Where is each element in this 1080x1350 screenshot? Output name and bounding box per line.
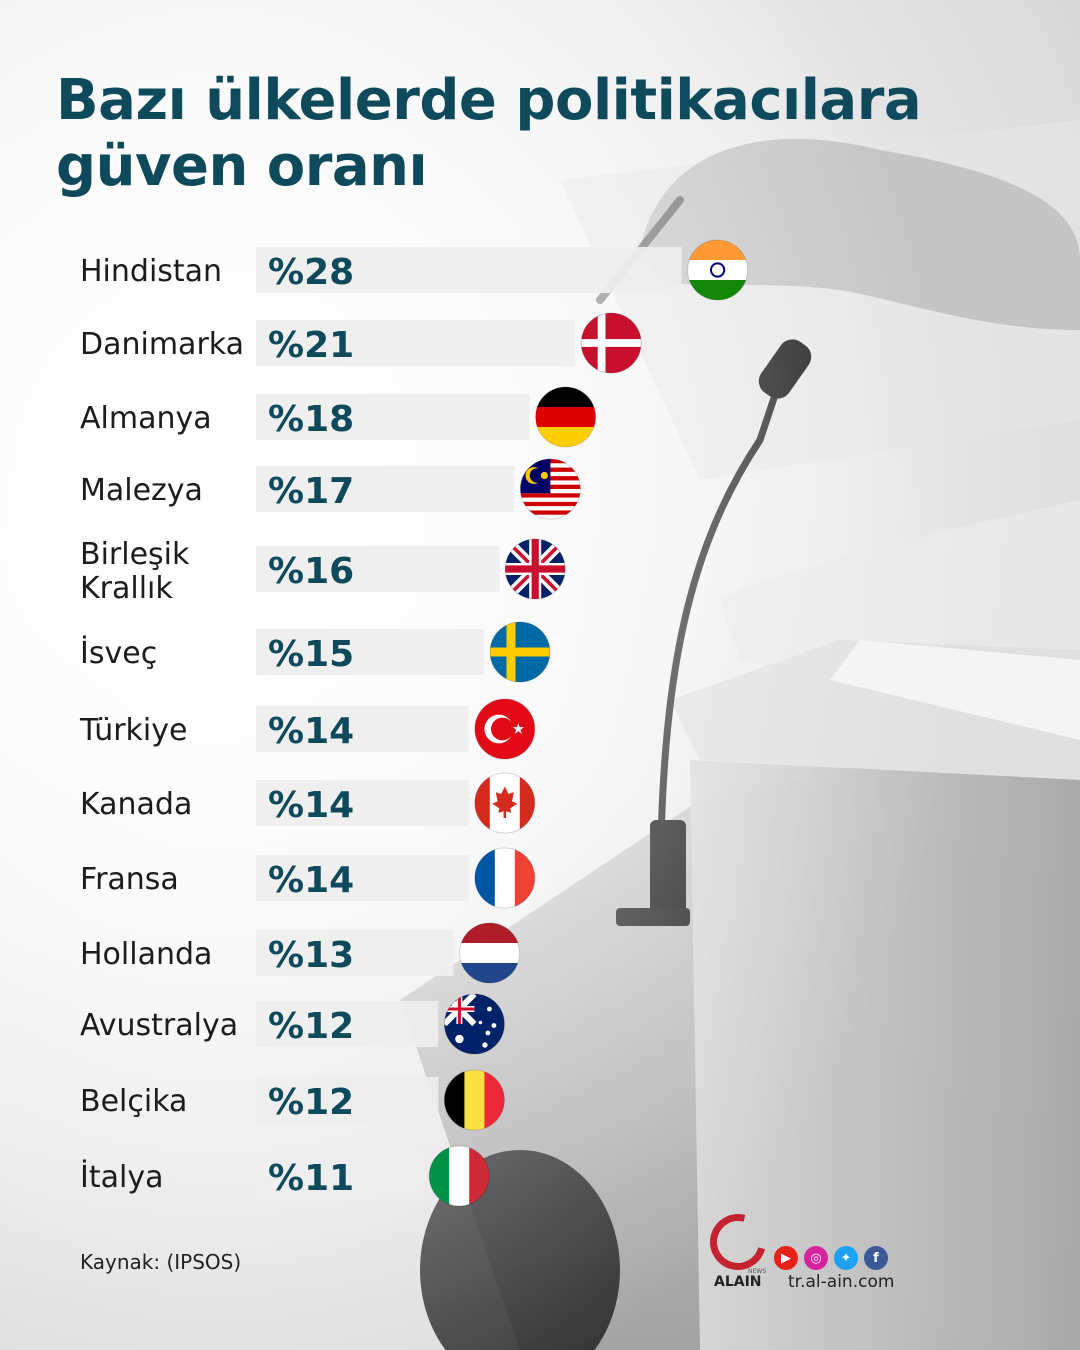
instagram-icon[interactable]: ◎: [804, 1246, 828, 1270]
turkey-flag: [474, 699, 535, 759]
italy-flag: [429, 1146, 490, 1206]
country-label: Hollanda: [80, 937, 212, 972]
value-label: %16: [268, 551, 354, 592]
india-flag: [687, 240, 748, 300]
country-label: Hindistan: [80, 254, 222, 289]
bar-5: [256, 629, 484, 675]
brand-block: NEWS ALAIN ▶ ◎ ✦ f tr.al-ain.com: [699, 1203, 898, 1302]
value-label: %14: [268, 711, 354, 752]
twitter-icon[interactable]: ✦: [834, 1246, 858, 1270]
title-line-1: Bazı ülkelerde politikacılara: [56, 68, 922, 133]
bar-11: [256, 1077, 439, 1123]
germany-flag: [535, 387, 596, 447]
france-flag: [474, 848, 535, 908]
bar-10: [256, 1001, 439, 1047]
bar-1: [256, 320, 576, 366]
value-label: %15: [268, 634, 354, 675]
value-label: %13: [268, 935, 354, 976]
social-icons: ▶ ◎ ✦ f: [774, 1246, 888, 1270]
source-note: Kaynak: (IPSOS): [80, 1250, 242, 1274]
bar-6: [256, 706, 469, 752]
country-label: Fransa: [80, 862, 179, 897]
country-label: Malezya: [80, 473, 203, 508]
title-line-2: güven oranı: [56, 134, 428, 199]
value-label: %14: [268, 860, 354, 901]
bar-3: [256, 466, 515, 512]
country-label: Türkiye: [79, 713, 187, 748]
country-label: Belçika: [80, 1084, 187, 1119]
sweden-flag: [490, 622, 550, 682]
value-label: %11: [268, 1158, 354, 1199]
country-label: Birleşik Krallık: [80, 537, 190, 606]
youtube-icon[interactable]: ▶: [774, 1246, 798, 1270]
value-label: %17: [268, 471, 354, 512]
bar-7: [256, 780, 469, 826]
logo-text: ALAIN: [714, 1274, 762, 1290]
value-label: %18: [268, 399, 354, 440]
bar-12: [256, 1153, 424, 1199]
malaysia-flag: [520, 459, 581, 519]
bar-4: [256, 546, 500, 592]
bar-8: [256, 855, 469, 901]
country-label: İtalya: [80, 1159, 163, 1195]
bar-9: [256, 930, 454, 976]
facebook-icon[interactable]: f: [864, 1246, 888, 1270]
logo-news-text: NEWS: [748, 1268, 767, 1275]
value-label: %14: [268, 785, 354, 826]
value-label: %28: [268, 252, 354, 293]
country-label: Danimarka: [80, 327, 244, 362]
country-label: Kanada: [80, 787, 192, 822]
value-label: %12: [268, 1082, 354, 1123]
bar-2: [256, 394, 530, 440]
website-link[interactable]: tr.al-ain.com: [788, 1272, 895, 1292]
netherlands-flag: [459, 923, 520, 983]
denmark-flag: [581, 313, 642, 373]
country-label: Avustralya: [80, 1008, 238, 1043]
page-title: Bazı ülkelerde politikacılara güven oran…: [56, 68, 956, 200]
value-label: %12: [268, 1006, 354, 1047]
belgium-flag: [444, 1070, 505, 1130]
country-label: Almanya: [80, 401, 212, 436]
country-label: İsveç: [80, 635, 157, 671]
uk-flag: [505, 539, 566, 599]
bar-0: [256, 247, 682, 293]
australia-flag: [444, 994, 505, 1054]
value-label: %21: [268, 325, 354, 366]
